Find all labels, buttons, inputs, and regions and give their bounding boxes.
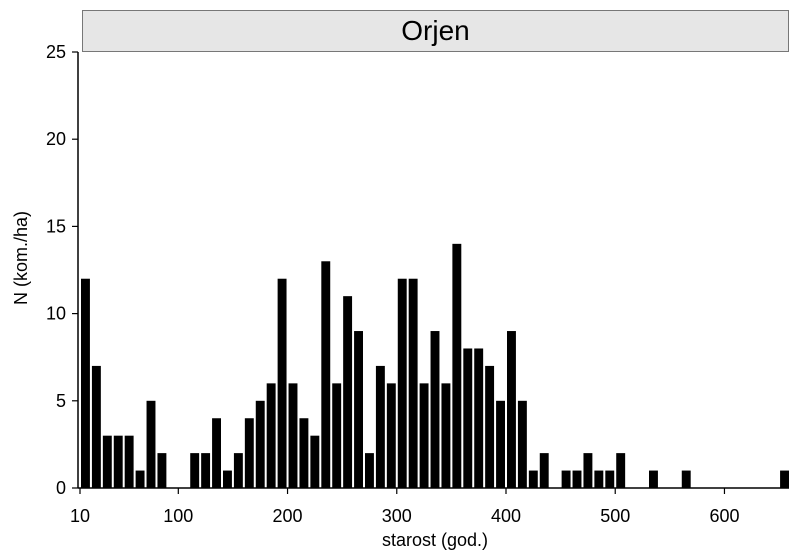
bar-130	[212, 418, 221, 488]
x-tick-label: 300	[382, 506, 412, 526]
bar-60	[136, 471, 145, 488]
bar-70	[147, 401, 156, 488]
bar-50	[125, 436, 134, 488]
bar-80	[157, 453, 166, 488]
x-axis-label: starost (god.)	[382, 530, 488, 550]
bar-310	[409, 279, 418, 488]
bars-group	[81, 244, 789, 488]
y-tick-label: 25	[46, 42, 66, 62]
bar-350	[452, 244, 461, 488]
bar-190	[278, 279, 287, 488]
bar-270	[365, 453, 374, 488]
bar-650	[780, 471, 789, 488]
bar-140	[223, 471, 232, 488]
x-tick-label: 100	[163, 506, 193, 526]
bar-370	[474, 348, 483, 488]
bar-470	[583, 453, 592, 488]
y-ticks-group: 0 5 10 15 20 25	[46, 42, 78, 498]
bar-450	[562, 471, 571, 488]
x-tick-label: 200	[273, 506, 303, 526]
y-tick-label: 15	[46, 216, 66, 236]
bar-210	[299, 418, 308, 488]
bar-10	[81, 279, 90, 488]
bar-480	[594, 471, 603, 488]
bar-170	[256, 401, 265, 488]
bar-180	[267, 383, 276, 488]
bar-360	[463, 348, 472, 488]
bar-30	[103, 436, 112, 488]
bar-200	[289, 383, 298, 488]
x-tick-label: 500	[600, 506, 630, 526]
bar-500	[616, 453, 625, 488]
bar-530	[649, 471, 658, 488]
bar-40	[114, 436, 123, 488]
bar-340	[441, 383, 450, 488]
bar-290	[387, 383, 396, 488]
bar-490	[605, 471, 614, 488]
bar-300	[398, 279, 407, 488]
y-axis-label: N (kom./ha)	[11, 211, 31, 305]
x-ticks-group: 10 100 200 300 400 500 600	[70, 488, 740, 526]
bar-420	[529, 471, 538, 488]
y-tick-label: 10	[46, 304, 66, 324]
bar-240	[332, 383, 341, 488]
bar-390	[496, 401, 505, 488]
bar-230	[321, 261, 330, 488]
bar-330	[431, 331, 440, 488]
bar-430	[540, 453, 549, 488]
bar-250	[343, 296, 352, 488]
bar-150	[234, 453, 243, 488]
bar-560	[682, 471, 691, 488]
bar-460	[573, 471, 582, 488]
bar-380	[485, 366, 494, 488]
bar-160	[245, 418, 254, 488]
bar-400	[507, 331, 516, 488]
bar-320	[420, 383, 429, 488]
bar-120	[201, 453, 210, 488]
x-tick-label: 10	[70, 506, 90, 526]
bar-280	[376, 366, 385, 488]
y-tick-label: 20	[46, 129, 66, 149]
y-tick-label: 5	[56, 391, 66, 411]
bar-110	[190, 453, 199, 488]
bar-20	[92, 366, 101, 488]
x-tick-label: 600	[709, 506, 739, 526]
y-tick-label: 0	[56, 478, 66, 498]
bar-220	[310, 436, 319, 488]
bar-410	[518, 401, 527, 488]
x-tick-label: 400	[491, 506, 521, 526]
bar-260	[354, 331, 363, 488]
